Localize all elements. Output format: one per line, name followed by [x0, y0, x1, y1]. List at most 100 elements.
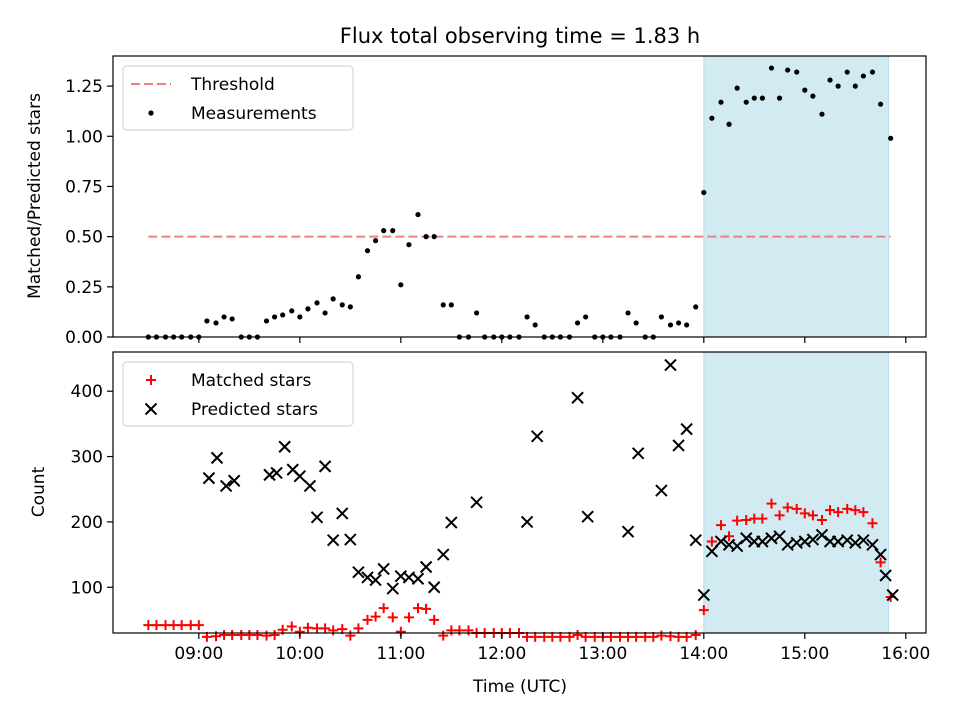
measurement-point: [524, 314, 530, 320]
matched-star-point: [320, 623, 331, 634]
measurement-point: [794, 69, 800, 75]
matched-star-point: [825, 505, 836, 516]
predicted-star-point: [581, 510, 594, 523]
x-tick-label: 12:00: [477, 644, 526, 664]
matched-star-point: [454, 625, 465, 636]
matched-star-point: [403, 612, 414, 623]
predicted-star-point: [369, 573, 382, 587]
measurement-point: [852, 83, 858, 89]
shaded-observing-region: [703, 351, 890, 634]
measurement-point: [532, 322, 538, 328]
predicted-star-point: [866, 538, 879, 551]
y-tick-label: 300: [71, 448, 103, 468]
axes-frame: [112, 351, 927, 634]
predicted-star-point: [849, 536, 862, 550]
matched-star-point: [782, 502, 793, 513]
measurement-point: [726, 121, 732, 127]
predicted-star-point: [270, 466, 283, 480]
measurement-point: [693, 304, 699, 310]
y-tick-label: 1.25: [65, 77, 103, 97]
predicted-star-point: [857, 533, 870, 547]
bottom-legend: Matched stars Predicted stars: [122, 361, 354, 427]
y-tick-label: 1.00: [65, 127, 103, 147]
measurement-point: [314, 300, 320, 306]
y-tick-label: 0.75: [65, 177, 103, 197]
y-tick-label: 0.25: [65, 278, 103, 298]
matched-star-point: [421, 603, 432, 614]
predicted-star-point: [530, 430, 544, 443]
predicted-star-point: [227, 474, 241, 487]
matched-star-point: [656, 630, 667, 641]
predicted-star-point: [386, 582, 399, 595]
measurement-point: [701, 189, 707, 196]
matched-star-point: [715, 520, 726, 531]
x-axis-label: Time (UTC): [472, 677, 567, 697]
y-tick-label: 0.50: [65, 228, 103, 248]
legend-label: Predicted stars: [191, 400, 318, 420]
predicted-star-point: [310, 511, 324, 524]
matched-star-point: [867, 518, 878, 529]
measurement-point: [221, 314, 227, 320]
measurement-point: [229, 316, 235, 322]
predicted-star-point: [672, 439, 685, 452]
matched-star-point: [799, 508, 810, 519]
bottom-plot-area: 100 200 300 400 09:00 10:00 11:00 12:00 13:00 14:…: [71, 351, 930, 664]
measurement-point: [406, 242, 412, 248]
y-tick-label: 200: [71, 513, 103, 533]
measurement-point: [415, 211, 421, 218]
legend-label: Measurements: [191, 104, 317, 124]
measurement-point: [263, 318, 270, 324]
matched-star-point: [816, 514, 827, 525]
predicted-star-point: [470, 496, 483, 509]
predicted-star-point: [740, 532, 753, 545]
measurement-point: [330, 296, 336, 302]
measurement-point: [322, 310, 328, 316]
measurement-point: [440, 302, 446, 308]
predicted-star-point: [874, 548, 887, 561]
measurement-point: [297, 314, 303, 320]
measurement-point: [718, 99, 724, 105]
measurement-point: [305, 306, 311, 312]
measurement-point: [347, 304, 353, 310]
matched-star-point: [227, 629, 238, 640]
measurement-point: [869, 69, 876, 75]
measurement-point: [448, 302, 454, 308]
predicted-star-point: [664, 358, 677, 372]
measurement-point: [271, 314, 278, 320]
predicted-star-point: [352, 566, 365, 579]
measurement-point: [684, 322, 690, 328]
predicted-star-point: [571, 391, 584, 404]
predicted-star-point: [377, 562, 390, 576]
legend-label: Threshold: [190, 75, 275, 95]
predicted-star-point: [815, 528, 829, 542]
measurement-point: [785, 67, 791, 73]
measurement-point: [574, 320, 581, 326]
matched-star-point: [807, 510, 818, 521]
predicted-star-point: [879, 569, 892, 582]
measurement-point: [860, 73, 866, 79]
predicted-star-point: [411, 572, 425, 585]
legend-measurement-swatch: [148, 110, 154, 116]
predicted-star-point: [219, 479, 233, 493]
predicted-star-point: [202, 471, 216, 485]
matched-star-point: [302, 622, 313, 633]
measurement-point: [810, 93, 816, 99]
matched-star-point: [833, 507, 844, 518]
top-plot-area: 0.00 0.25 0.50 0.75 1.00 1.25: [65, 55, 927, 348]
matched-star-point: [269, 629, 280, 640]
measurement-point: [289, 308, 295, 314]
matched-star-point: [842, 503, 853, 514]
x-tick-label: 14:00: [679, 644, 728, 664]
top-y-axis-label: Matched/Predicted stars: [25, 93, 45, 299]
predicted-star-point: [689, 533, 702, 547]
top-legend: Threshold Measurements: [122, 65, 354, 131]
measurement-point: [802, 87, 808, 93]
matched-star-point: [193, 620, 204, 631]
matched-star-point: [362, 614, 373, 625]
matched-star-point: [741, 514, 752, 525]
measurement-point: [667, 322, 674, 328]
legend-box: [122, 65, 354, 131]
measurement-point: [835, 83, 841, 89]
measurement-point: [625, 310, 631, 316]
